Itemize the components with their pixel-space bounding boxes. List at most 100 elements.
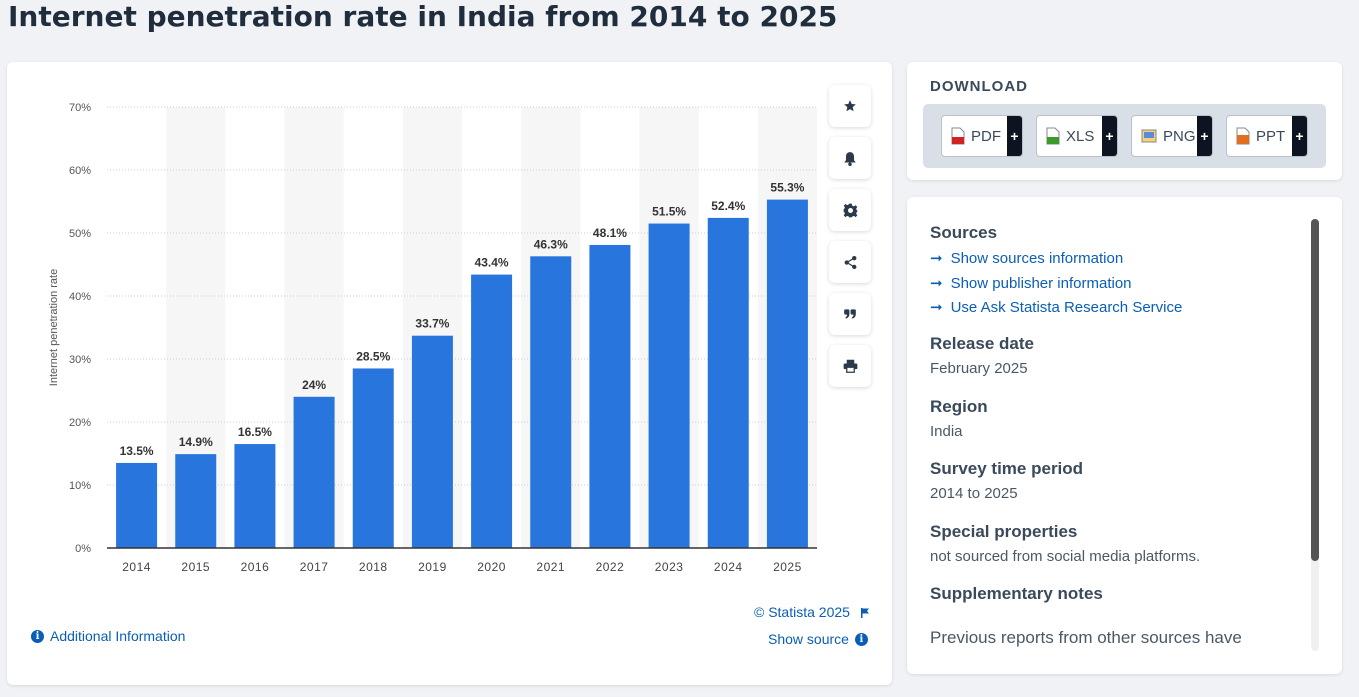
download-xls-label: XLS — [1066, 127, 1095, 145]
chart-card: 0% 10% 20% 30% 40% 50% 60% 70% Internet penetrat… — [7, 62, 892, 685]
y-tick-label: 50% — [69, 228, 91, 240]
pdf-file-icon — [951, 127, 965, 145]
download-card: DOWNLOAD PDF + XLS + PNG + — [907, 62, 1342, 180]
info-icon: i — [31, 629, 44, 643]
bar-value-label: 48.1% — [593, 226, 627, 240]
bar-value-label: 46.3% — [534, 237, 568, 251]
plus-icon: + — [1197, 116, 1212, 156]
download-xls-button[interactable]: XLS + — [1036, 115, 1118, 157]
show-sources-text: Show sources information — [950, 250, 1124, 267]
download-pdf-label: PDF — [971, 127, 1001, 145]
share-button[interactable] — [829, 241, 871, 283]
settings-button[interactable] — [829, 189, 871, 231]
y-tick-label: 0% — [75, 543, 91, 555]
show-sources-link[interactable]: ➞ Show sources information — [930, 249, 1123, 267]
info-card: Sources ➞ Show sources information ➞ Show … — [907, 197, 1342, 674]
x-tick-label: 2018 — [359, 560, 388, 574]
arrow-right-icon: ➞ — [930, 275, 943, 292]
bar-value-label: 28.5% — [356, 349, 390, 363]
survey-period-value: 2014 to 2025 — [930, 485, 1018, 502]
bar-value-label: 33.7% — [415, 317, 449, 331]
additional-info-text: Additional Information — [50, 628, 186, 644]
download-heading: DOWNLOAD — [930, 78, 1028, 95]
supplementary-notes-heading: Supplementary notes — [930, 584, 1103, 603]
bar-value-label: 16.5% — [238, 425, 272, 439]
bar-value-label: 13.5% — [120, 444, 154, 458]
plus-icon: + — [1292, 116, 1307, 156]
arrow-right-icon: ➞ — [930, 299, 943, 316]
x-tick-label: 2016 — [241, 560, 270, 574]
bar — [589, 244, 631, 548]
info-icon: i — [854, 632, 868, 646]
notification-button[interactable] — [829, 137, 871, 179]
special-properties-value: not sourced from social media platforms. — [930, 548, 1201, 565]
gear-icon — [843, 203, 857, 217]
research-service-text: Use Ask Statista Research Service — [950, 299, 1183, 316]
y-axis-label: Internet penetration rate — [48, 269, 60, 386]
scrollbar-thumb[interactable] — [1311, 219, 1319, 561]
special-properties-heading: Special properties — [930, 522, 1078, 541]
download-pdf-button[interactable]: PDF + — [941, 115, 1023, 157]
plus-icon: + — [1007, 116, 1022, 156]
additional-info-link[interactable]: i Additional Information — [31, 628, 185, 644]
bar — [766, 199, 808, 549]
bar-value-label: 43.4% — [475, 256, 509, 270]
cite-button[interactable] — [829, 293, 871, 335]
download-png-label: PNG — [1163, 127, 1196, 145]
png-file-icon — [1141, 129, 1157, 143]
bell-icon — [844, 151, 856, 166]
bar — [352, 368, 394, 548]
bar — [707, 217, 749, 548]
star-icon — [844, 100, 856, 112]
show-publisher-text: Show publisher information — [950, 275, 1132, 292]
supplementary-notes-value: Previous reports from other sources have — [930, 628, 1242, 647]
bar — [648, 223, 690, 549]
quote-icon — [844, 309, 856, 319]
x-tick-label: 2020 — [477, 560, 506, 574]
ppt-file-icon — [1236, 127, 1250, 145]
xls-file-icon — [1046, 127, 1060, 145]
download-tray: PDF + XLS + PNG + PPT + — [923, 104, 1326, 168]
research-service-link[interactable]: ➞ Use Ask Statista Research Service — [930, 298, 1182, 316]
x-tick-label: 2019 — [418, 560, 447, 574]
y-tick-label: 70% — [69, 102, 91, 114]
x-tick-label: 2017 — [300, 560, 329, 574]
plus-icon: + — [1102, 116, 1117, 156]
release-date-heading: Release date — [930, 334, 1034, 353]
print-icon — [843, 359, 857, 373]
print-button[interactable] — [829, 345, 871, 387]
download-ppt-button[interactable]: PPT + — [1226, 115, 1308, 157]
x-tick-label: 2025 — [773, 560, 802, 574]
x-tick-label: 2023 — [655, 560, 684, 574]
y-tick-label: 60% — [69, 165, 91, 177]
download-png-button[interactable]: PNG + — [1131, 115, 1213, 157]
x-tick-label: 2015 — [181, 560, 210, 574]
show-publisher-link[interactable]: ➞ Show publisher information — [930, 274, 1132, 292]
bar — [471, 274, 513, 548]
bar-value-label: 14.9% — [179, 435, 213, 449]
copyright-link[interactable]: © Statista 2025 — [754, 604, 870, 620]
favorite-button[interactable] — [829, 85, 871, 127]
copyright-text: © Statista 2025 — [754, 604, 850, 620]
page-title: Internet penetration rate in India from … — [8, 0, 838, 33]
x-tick-label: 2024 — [714, 560, 743, 574]
bar — [411, 335, 453, 548]
y-tick-label: 10% — [69, 480, 91, 492]
show-source-link[interactable]: Show source i — [768, 631, 868, 647]
bar — [116, 462, 158, 548]
sources-heading: Sources — [930, 223, 998, 242]
bar-chart: 0% 10% 20% 30% 40% 50% 60% 70% Internet penetrat… — [48, 102, 817, 574]
survey-period-heading: Survey time period — [930, 459, 1084, 478]
y-tick-label: 20% — [69, 417, 91, 429]
region-value: India — [930, 423, 963, 440]
arrow-right-icon: ➞ — [930, 250, 943, 267]
x-tick-label: 2022 — [596, 560, 625, 574]
share-icon — [844, 255, 856, 269]
x-tick-label: 2014 — [122, 560, 151, 574]
download-ppt-label: PPT — [1256, 127, 1286, 145]
y-tick-label: 40% — [69, 291, 91, 303]
bar-value-label: 52.4% — [711, 199, 745, 213]
bar — [530, 256, 572, 548]
bar-value-label: 55.3% — [770, 181, 804, 195]
y-tick-label: 30% — [69, 354, 91, 366]
